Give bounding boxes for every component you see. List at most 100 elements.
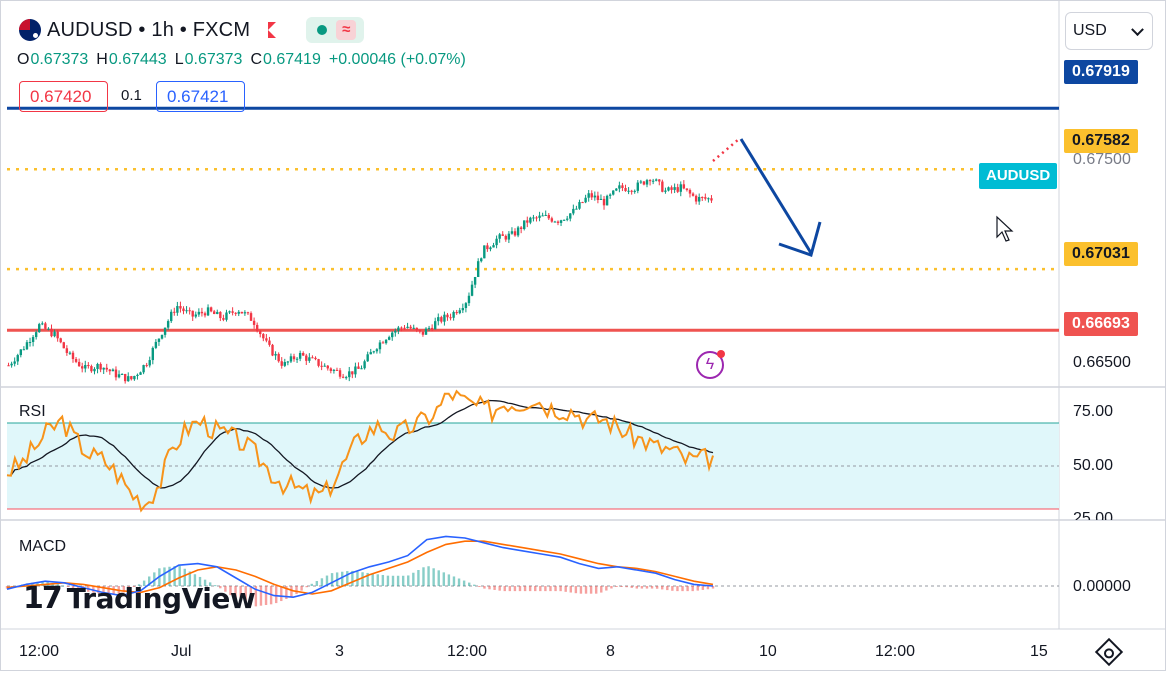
candle-body (298, 353, 302, 359)
symbol-title[interactable]: AUDUSD • 1h • FXCM (47, 18, 251, 41)
macd-histogram-bar (396, 575, 400, 586)
candle-body (578, 202, 581, 209)
candle-body (440, 317, 443, 322)
candle-body (559, 220, 563, 223)
macd-histogram-bar (41, 581, 44, 586)
candle-body (249, 313, 253, 321)
sell-button[interactable]: 0.67420 (19, 81, 108, 112)
candle-body (446, 314, 449, 318)
candle-body (636, 182, 639, 191)
macd-histogram-bar (681, 586, 684, 592)
candle-body (590, 193, 593, 198)
ohlc-close: 0.67419 (263, 51, 321, 68)
candle-body (105, 367, 108, 370)
time-tick-2: 3 (335, 643, 344, 660)
candle-body (535, 217, 538, 219)
macd-histogram-bar (36, 581, 39, 586)
candle-body (562, 219, 566, 221)
levels-layer (7, 106, 1059, 332)
macd-histogram-bar (56, 584, 59, 586)
macd-histogram-bar (518, 586, 522, 592)
candle-body (123, 373, 127, 382)
macd-histogram-bar (468, 582, 471, 586)
candle-body (418, 330, 422, 332)
candle-body (10, 363, 13, 366)
candle-body (206, 307, 210, 316)
macd-histogram-bar (579, 586, 583, 594)
candle-body (676, 187, 679, 192)
candle-body (400, 327, 403, 329)
candle-body (34, 332, 38, 338)
candle-body (157, 338, 161, 342)
candle-body (120, 373, 124, 375)
candle-body (412, 327, 415, 329)
rsi-pane-label[interactable]: RSI (19, 403, 46, 420)
macd-histogram-bar (442, 572, 446, 586)
red-flag-icon[interactable] (268, 22, 277, 38)
macd-pane-label[interactable]: MACD (19, 538, 67, 555)
time-tick-7: 15 (1030, 643, 1048, 660)
candle-body (627, 190, 630, 192)
candle-body (65, 348, 69, 353)
currency-select[interactable]: USD (1065, 12, 1153, 50)
candle-body (182, 308, 185, 312)
macd-histogram-bar (666, 586, 669, 591)
live-dot-icon (317, 25, 328, 35)
candle-body (317, 359, 320, 366)
buy-button[interactable]: 0.67421 (156, 81, 245, 112)
candle-body (430, 327, 434, 330)
candle-body (163, 327, 167, 335)
ohlc-legend: O 0.67373 H 0.67443 L 0.67373 C 0.67419 +0.0… (9, 51, 480, 71)
candle-body (581, 202, 584, 204)
market-status-pill[interactable]: ≈ (306, 17, 365, 43)
macd-histogram-bar (193, 574, 197, 586)
candle-body (658, 179, 661, 182)
macd-histogram-bar (330, 573, 334, 586)
candle-body (351, 371, 354, 375)
macd-histogram-bar (508, 586, 512, 592)
candle-body (191, 310, 194, 317)
candle-body (62, 342, 65, 349)
ohlc-change: +0.00046 (+0.07%) (328, 51, 466, 68)
candle-body (498, 234, 501, 239)
macd-histogram-bar (198, 576, 202, 586)
tradingview-logo[interactable]: 17 TradingView (23, 581, 256, 616)
candle-body (305, 355, 308, 361)
macd-histogram-bar (132, 586, 136, 587)
candle-body (320, 365, 323, 367)
projection-arrow[interactable] (739, 138, 813, 254)
candle-body (127, 376, 130, 382)
macd-histogram-bar (264, 586, 268, 606)
lightning-icon[interactable]: ϟ (696, 350, 725, 379)
macd-histogram-bar (412, 572, 415, 586)
candle-body (384, 339, 388, 344)
candle-body (639, 181, 643, 183)
australia-flag-icon (19, 19, 41, 41)
candle-body (483, 245, 486, 259)
macd-histogram-bar (234, 586, 237, 599)
macd-histogram-bar (605, 586, 608, 591)
candle-body (406, 326, 409, 329)
candle-body (96, 363, 99, 369)
candle-body (222, 318, 225, 320)
symbol-header[interactable]: AUDUSD • 1h • FXCM ≈ (19, 15, 365, 45)
candle-body (56, 331, 59, 339)
macd-histogram-bar (219, 586, 222, 589)
candle-body (682, 184, 686, 189)
candle-body (507, 233, 511, 240)
macd-histogram-bar (391, 575, 395, 586)
candle-body (114, 369, 118, 378)
candles-layer (7, 178, 713, 384)
spread-value: 0.1 (121, 87, 142, 104)
time-tick-0: 12:00 (19, 643, 60, 660)
candle-body (633, 190, 636, 192)
macd-histogram-bar (137, 584, 141, 586)
candle-body (53, 331, 56, 337)
candle-body (200, 311, 204, 314)
candle-body (553, 221, 557, 223)
series-name-tag: AUDUSD (979, 163, 1058, 189)
candle-body (697, 196, 701, 202)
candle-body (274, 353, 277, 356)
macd-histogram-bar (249, 586, 252, 605)
